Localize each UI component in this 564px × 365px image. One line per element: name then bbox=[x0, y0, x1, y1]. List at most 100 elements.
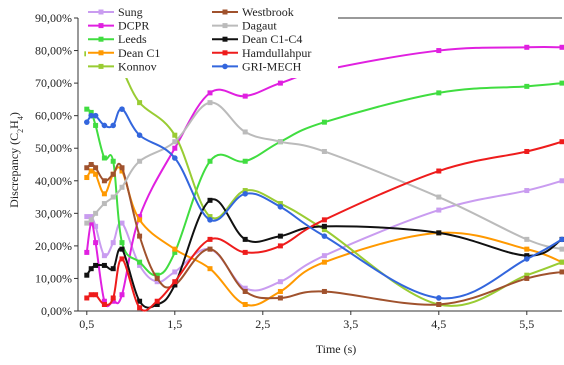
data-point bbox=[243, 94, 248, 99]
legend-marker bbox=[99, 10, 104, 15]
data-point bbox=[278, 279, 283, 284]
data-point bbox=[524, 84, 529, 89]
y-axis-title: Discrepancy (C2H4) bbox=[7, 112, 25, 208]
data-point bbox=[172, 139, 177, 144]
data-point bbox=[119, 106, 125, 112]
data-point bbox=[172, 155, 178, 161]
data-point bbox=[111, 172, 116, 177]
data-point bbox=[436, 230, 441, 235]
legend-marker bbox=[99, 50, 104, 55]
data-point bbox=[322, 120, 327, 125]
data-point bbox=[322, 260, 327, 265]
y-tick-label: 30,00% bbox=[35, 206, 72, 220]
data-point bbox=[89, 169, 94, 174]
data-point bbox=[111, 195, 116, 200]
data-point bbox=[524, 256, 530, 262]
data-point bbox=[208, 247, 213, 252]
y-tick-label: 70,00% bbox=[35, 76, 72, 90]
data-point bbox=[84, 221, 89, 226]
data-point bbox=[322, 224, 327, 229]
data-point bbox=[137, 305, 142, 310]
legend-label: Westbrook bbox=[242, 5, 294, 19]
data-point bbox=[84, 119, 90, 125]
legend-label: Dean C1 bbox=[118, 46, 160, 60]
data-point bbox=[524, 247, 529, 252]
data-point bbox=[89, 292, 94, 297]
y-tick-label: 60,00% bbox=[35, 109, 72, 123]
data-point bbox=[278, 243, 283, 248]
legend-label: Dean C1-C4 bbox=[242, 32, 302, 46]
data-point bbox=[524, 237, 529, 242]
data-point bbox=[102, 155, 107, 160]
x-tick-label: 0,5 bbox=[79, 317, 94, 331]
data-point bbox=[120, 256, 125, 261]
data-point bbox=[93, 263, 98, 268]
y-tick-label: 90,00% bbox=[35, 11, 72, 25]
data-point bbox=[137, 260, 142, 265]
data-point bbox=[120, 185, 125, 190]
x-tick-label: 5,5 bbox=[519, 317, 534, 331]
data-point bbox=[155, 276, 160, 281]
data-point bbox=[102, 123, 108, 129]
data-point bbox=[84, 165, 89, 170]
data-point bbox=[172, 279, 177, 284]
data-point bbox=[93, 240, 98, 245]
series-gri-mech bbox=[84, 106, 564, 300]
legend-label: Leeds bbox=[118, 32, 147, 46]
data-point bbox=[243, 289, 248, 294]
data-point bbox=[560, 139, 564, 144]
data-point bbox=[436, 169, 441, 174]
y-tick-label: 0,00% bbox=[41, 304, 72, 318]
legend-marker bbox=[223, 50, 228, 55]
data-point bbox=[243, 129, 248, 134]
y-tick-label: 10,00% bbox=[35, 271, 72, 285]
data-point bbox=[102, 253, 107, 258]
data-point bbox=[243, 250, 248, 255]
data-point bbox=[436, 90, 441, 95]
data-point bbox=[102, 302, 107, 307]
x-tick-label: 4,5 bbox=[431, 317, 446, 331]
data-point bbox=[111, 295, 116, 300]
data-point bbox=[322, 217, 327, 222]
data-point bbox=[102, 191, 107, 196]
data-point bbox=[102, 201, 107, 206]
data-point bbox=[322, 253, 327, 258]
x-tick-label: 3,5 bbox=[343, 317, 358, 331]
legend-label: Konnov bbox=[118, 59, 157, 73]
data-point bbox=[89, 266, 94, 271]
data-point bbox=[278, 204, 284, 210]
data-point bbox=[93, 292, 98, 297]
data-point bbox=[278, 234, 283, 239]
legend-label: Dagaut bbox=[242, 19, 277, 33]
data-point bbox=[436, 302, 441, 307]
data-point bbox=[436, 48, 441, 53]
data-point bbox=[278, 81, 283, 86]
data-point bbox=[111, 266, 116, 271]
data-point bbox=[208, 266, 213, 271]
data-point bbox=[560, 45, 564, 50]
series-line-gri-mech bbox=[87, 109, 562, 298]
data-point bbox=[120, 165, 125, 170]
data-point bbox=[436, 195, 441, 200]
series-line-konnov bbox=[87, 54, 562, 306]
legend-marker bbox=[99, 23, 104, 28]
data-point bbox=[524, 45, 529, 50]
legend-marker bbox=[99, 37, 104, 42]
data-point bbox=[278, 289, 283, 294]
data-point bbox=[524, 149, 529, 154]
x-axis-title: Time (s) bbox=[316, 342, 357, 356]
data-point bbox=[243, 302, 248, 307]
data-point bbox=[120, 240, 125, 245]
series-line-dcpr bbox=[87, 47, 562, 306]
series-dcpr bbox=[84, 45, 564, 306]
y-tick-label: 20,00% bbox=[35, 239, 72, 253]
data-point bbox=[111, 159, 116, 164]
data-point bbox=[137, 132, 143, 138]
legend-marker bbox=[99, 64, 104, 69]
data-point bbox=[243, 159, 248, 164]
data-point bbox=[208, 90, 213, 95]
data-point bbox=[560, 247, 564, 252]
